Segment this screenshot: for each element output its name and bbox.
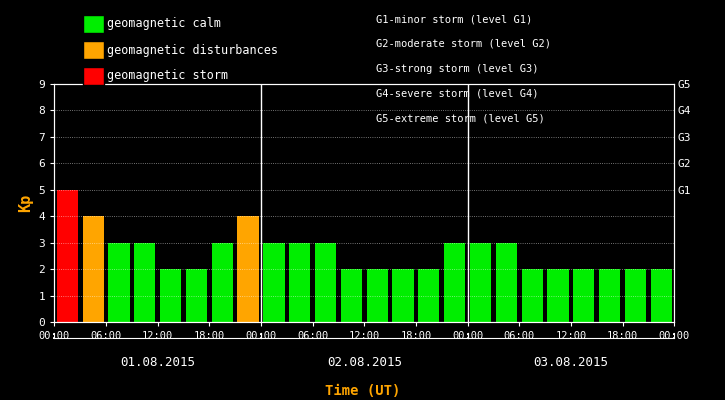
Bar bbox=[57, 190, 78, 322]
Bar bbox=[160, 269, 181, 322]
Bar bbox=[625, 269, 646, 322]
Bar bbox=[263, 243, 284, 322]
Bar bbox=[573, 269, 594, 322]
Text: G2-moderate storm (level G2): G2-moderate storm (level G2) bbox=[376, 39, 550, 49]
Bar bbox=[83, 216, 104, 322]
Bar bbox=[186, 269, 207, 322]
Bar bbox=[599, 269, 621, 322]
Bar bbox=[496, 243, 517, 322]
Bar bbox=[521, 269, 543, 322]
Text: G5-extreme storm (level G5): G5-extreme storm (level G5) bbox=[376, 113, 544, 123]
Bar bbox=[444, 243, 465, 322]
Text: G3-strong storm (level G3): G3-strong storm (level G3) bbox=[376, 64, 538, 74]
Text: 03.08.2015: 03.08.2015 bbox=[534, 356, 608, 369]
Bar bbox=[134, 243, 155, 322]
Y-axis label: Kp: Kp bbox=[18, 194, 33, 212]
Text: geomagnetic disturbances: geomagnetic disturbances bbox=[107, 44, 278, 56]
Bar bbox=[367, 269, 388, 322]
Bar bbox=[238, 216, 259, 322]
Bar bbox=[315, 243, 336, 322]
Text: G1-minor storm (level G1): G1-minor storm (level G1) bbox=[376, 14, 532, 24]
Bar bbox=[341, 269, 362, 322]
Text: geomagnetic storm: geomagnetic storm bbox=[107, 70, 228, 82]
Bar bbox=[418, 269, 439, 322]
Bar bbox=[212, 243, 233, 322]
Text: Time (UT): Time (UT) bbox=[325, 384, 400, 398]
Bar bbox=[392, 269, 414, 322]
Text: geomagnetic calm: geomagnetic calm bbox=[107, 18, 221, 30]
Text: 01.08.2015: 01.08.2015 bbox=[120, 356, 195, 369]
Bar bbox=[108, 243, 130, 322]
Bar bbox=[651, 269, 672, 322]
Text: G4-severe storm (level G4): G4-severe storm (level G4) bbox=[376, 88, 538, 98]
Bar bbox=[289, 243, 310, 322]
Text: 02.08.2015: 02.08.2015 bbox=[327, 356, 402, 369]
Bar bbox=[470, 243, 491, 322]
Bar bbox=[547, 269, 568, 322]
